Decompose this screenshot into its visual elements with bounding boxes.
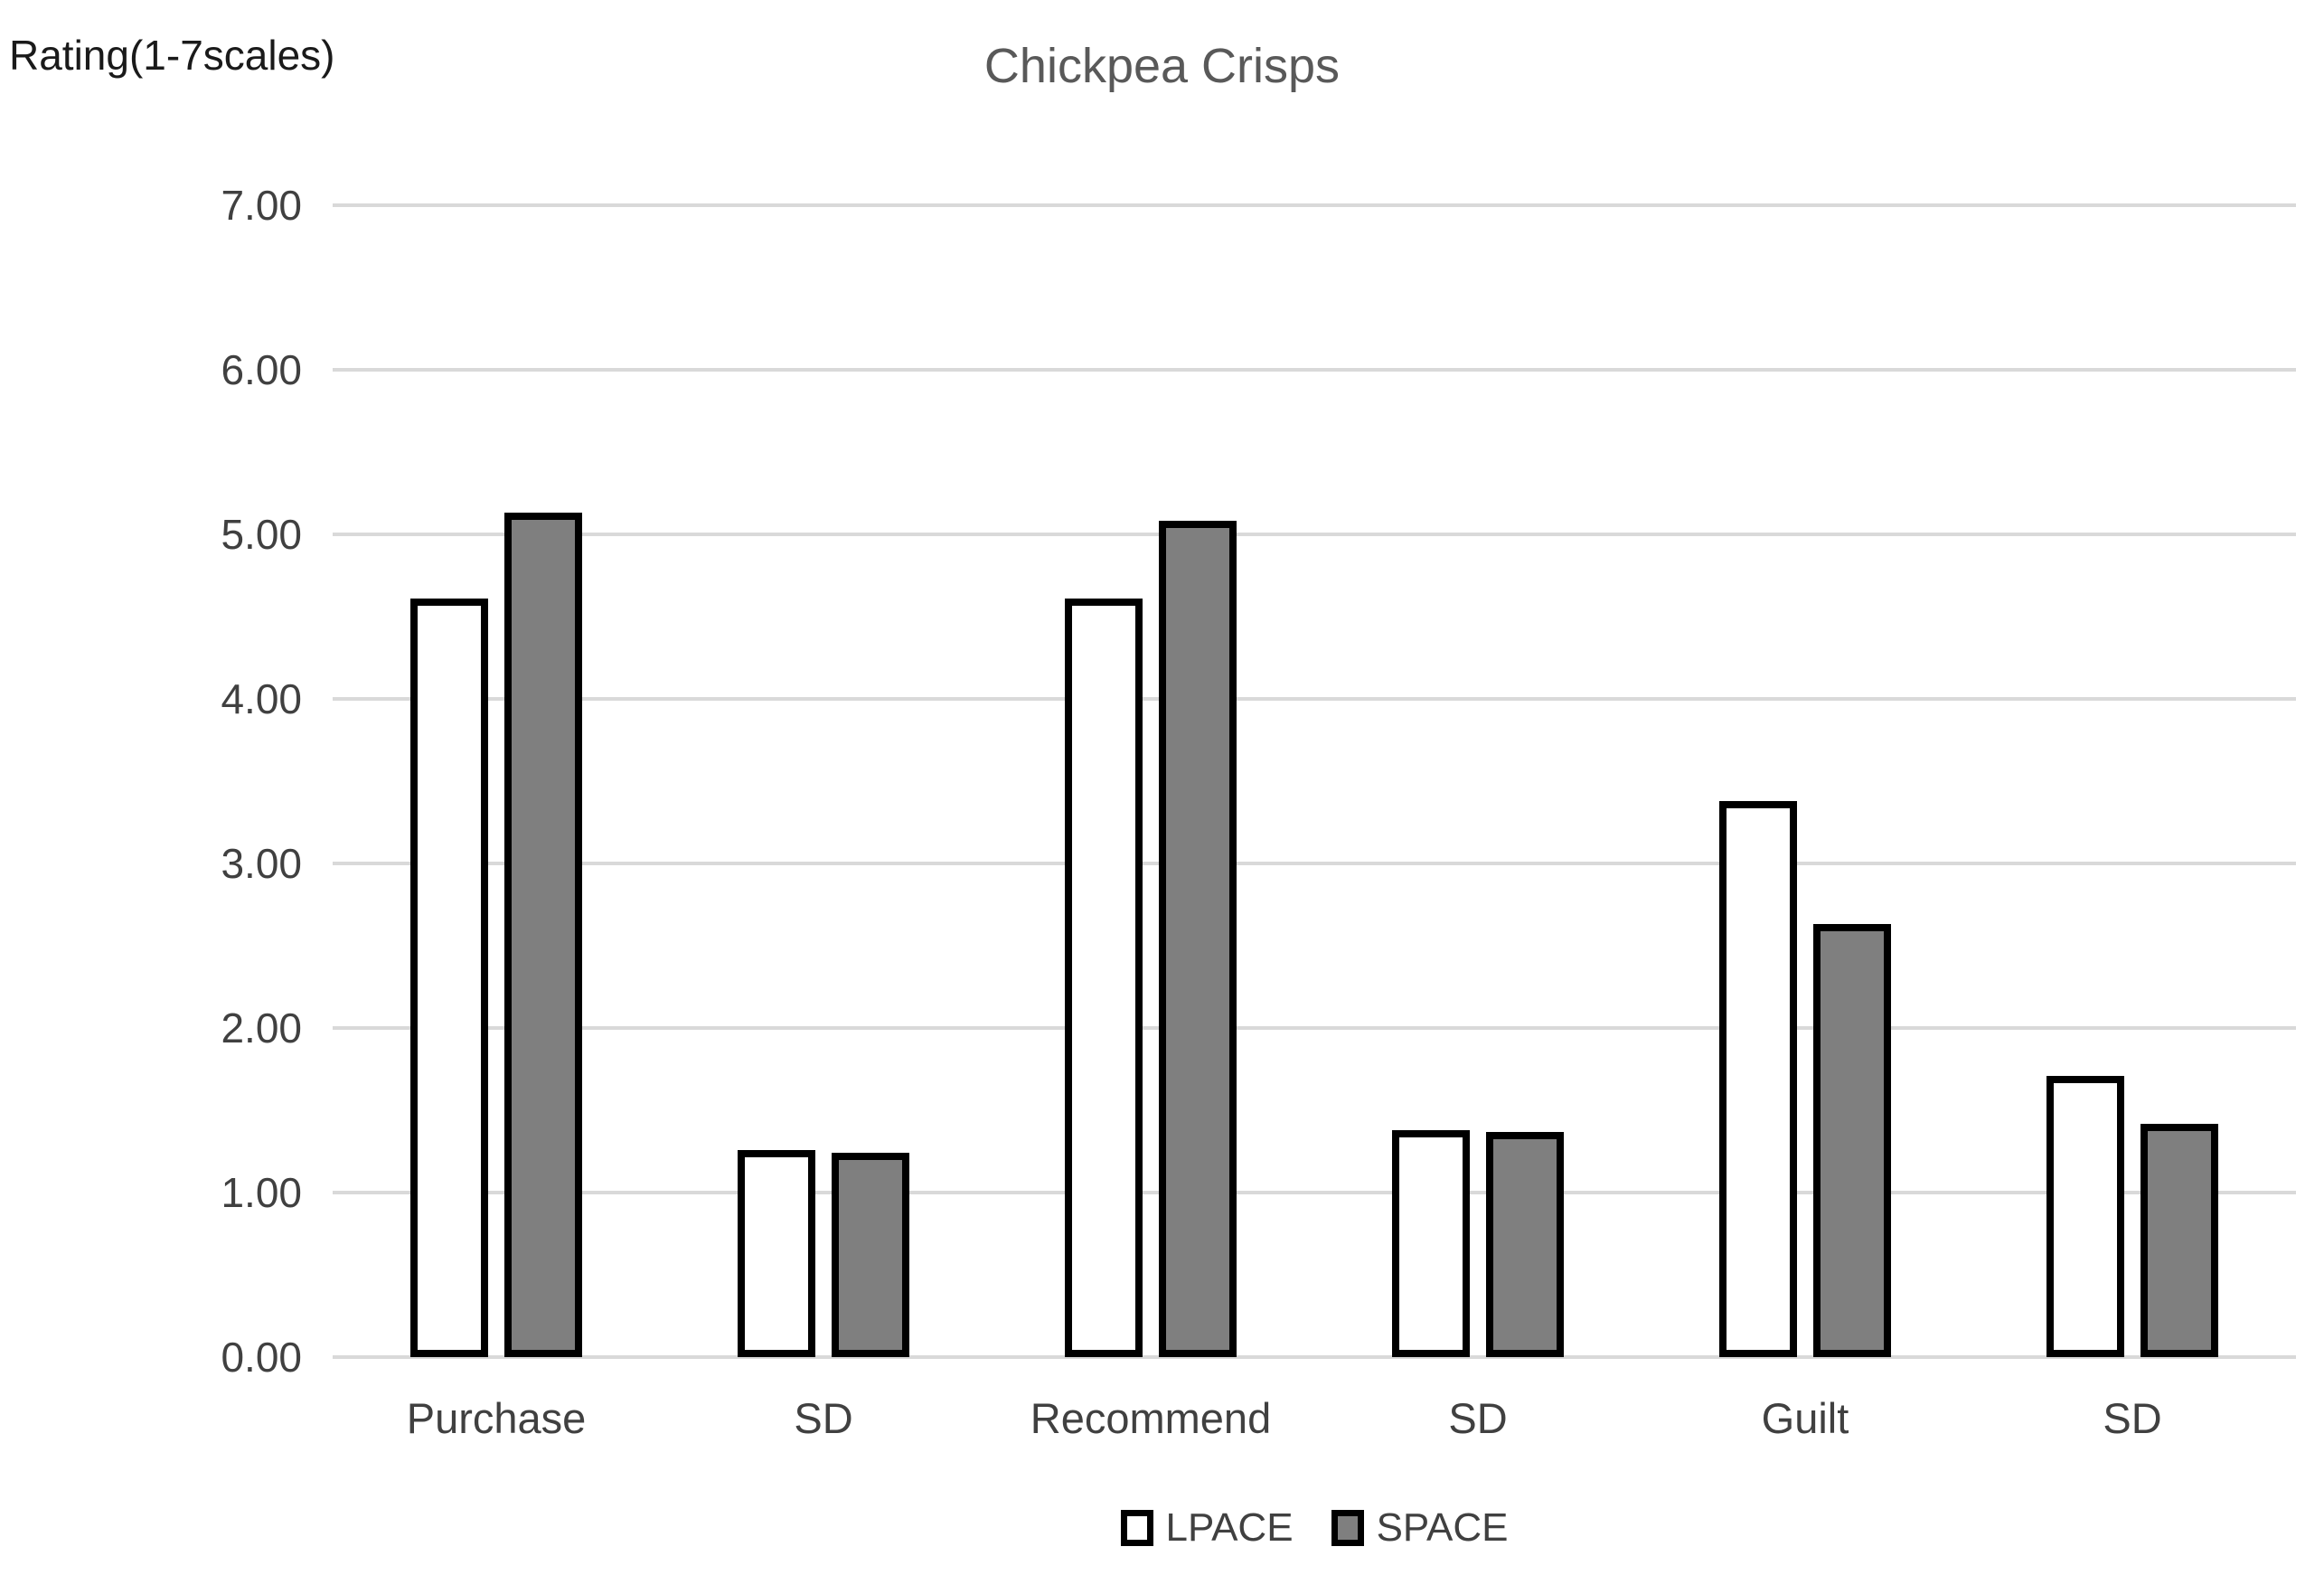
plot-area: 7.00 6.00 5.00 4.00 3.00 2.00 1.00 0.00 Purchas… [221,182,2296,1550]
gridline [333,1026,2296,1030]
x-axis-category-label: SD [1448,1394,1508,1442]
bar-lpace-1 [738,1149,815,1357]
bar-lpace-4 [1719,800,1797,1357]
bar-group [1642,205,1969,1357]
legend: LPACE SPACE [333,1505,2296,1551]
bar-group [1314,205,1642,1357]
legend-swatch-space [1331,1510,1364,1546]
x-axis-labels: Purchase SD Recommend SD Guilt SD [333,1393,2296,1443]
bar-lpace-3 [1392,1129,1470,1357]
y-axis-tick-label: 7.00 [221,182,302,229]
y-axis-title: Rating(1-7scales) [9,32,335,79]
legend-label: LPACE [1165,1505,1294,1550]
x-axis-category-label: SD [794,1394,853,1442]
y-axis-tick-label: 5.00 [221,511,302,558]
gridline [333,368,2296,372]
bar-space-5 [2141,1123,2218,1357]
y-axis-tick-label: 3.00 [221,840,302,887]
bar-space-3 [1486,1131,1564,1357]
bar-lpace-0 [410,598,488,1357]
bar-lpace-5 [2046,1075,2124,1357]
gridline [333,533,2296,536]
bar-lpace-2 [1065,598,1143,1357]
bar-space-4 [1813,924,1891,1357]
y-axis-tick-label: 0.00 [221,1334,302,1381]
bar-space-0 [504,513,582,1357]
legend-swatch-lpace [1120,1510,1153,1546]
gridline [333,697,2296,701]
y-axis-tick-label: 4.00 [221,675,302,722]
y-axis-tick-label: 2.00 [221,1004,302,1052]
x-axis-category-label: SD [2103,1394,2162,1442]
x-axis-category-label: Guilt [1761,1394,1849,1442]
chart-title: Chickpea Crisps [983,39,1341,93]
y-axis-tick-label: 1.00 [221,1169,302,1216]
gridline [333,1191,2296,1194]
bar-group [987,205,1314,1357]
gridline [333,1355,2296,1359]
bar-group [660,205,987,1357]
bar-group [1969,205,2296,1357]
bars-layer [333,205,2296,1357]
legend-item-space: SPACE [1331,1505,1509,1551]
legend-label: SPACE [1376,1505,1509,1550]
legend-item-lpace: LPACE [1120,1505,1294,1551]
bar-space-1 [832,1153,909,1357]
bar-space-2 [1159,521,1237,1357]
y-axis-tick-label: 6.00 [221,346,302,393]
gridline [333,203,2296,207]
x-axis-category-label: Recommend [1030,1394,1272,1442]
bar-group [333,205,660,1357]
x-axis-category-label: Purchase [406,1394,587,1442]
gridline [333,862,2296,865]
